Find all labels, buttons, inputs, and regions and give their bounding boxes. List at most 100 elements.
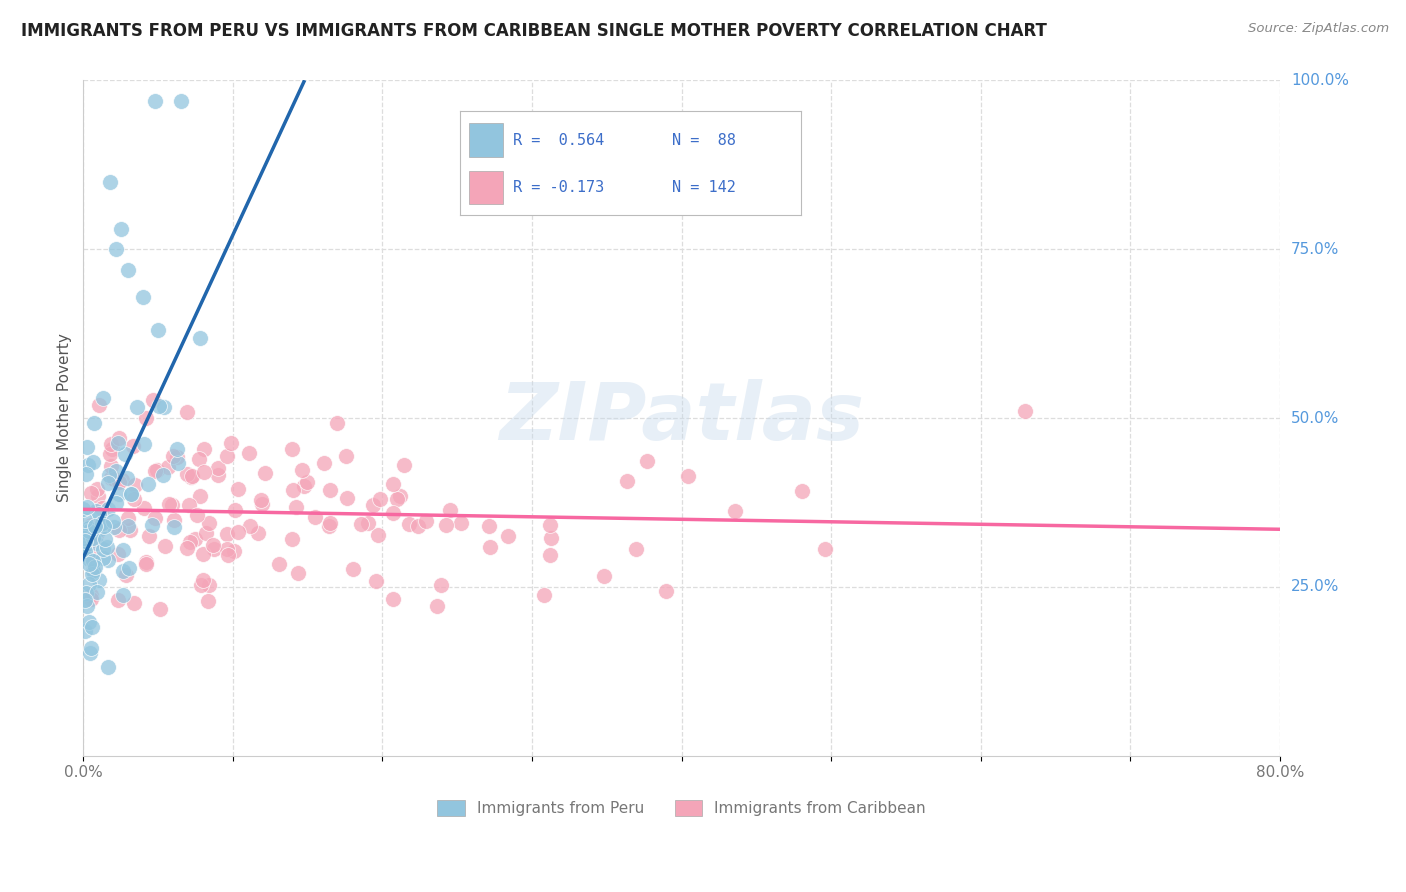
Point — [82, 553, 104, 567]
Point — [304, 510, 326, 524]
Point — [335, 491, 357, 505]
Point — [368, 491, 391, 506]
Point — [80, 549, 103, 563]
Point — [162, 449, 184, 463]
Point — [143, 464, 166, 478]
Point — [75, 533, 97, 548]
Point — [163, 520, 186, 534]
Point — [77, 615, 100, 629]
Point — [107, 547, 129, 561]
Point — [143, 94, 166, 108]
Point — [84, 504, 107, 518]
Point — [120, 487, 142, 501]
Point — [450, 516, 472, 530]
Point — [198, 516, 221, 530]
Point — [318, 519, 340, 533]
Point — [180, 469, 202, 483]
Point — [217, 548, 239, 562]
Point — [82, 563, 104, 577]
Point — [152, 468, 174, 483]
Point — [77, 557, 100, 571]
Point — [93, 533, 115, 547]
Point — [295, 475, 318, 489]
Point — [76, 599, 98, 613]
Point — [110, 222, 132, 236]
Point — [91, 500, 114, 515]
Point — [115, 471, 138, 485]
Point — [142, 393, 165, 408]
Point — [118, 561, 141, 575]
Point — [75, 467, 97, 482]
Text: ZIPatlas: ZIPatlas — [499, 379, 865, 457]
Point — [367, 528, 389, 542]
Point — [145, 463, 167, 477]
Point — [105, 464, 128, 478]
Point — [153, 401, 176, 415]
Point — [105, 496, 128, 510]
Point — [73, 541, 96, 555]
Point — [406, 518, 429, 533]
Point — [111, 473, 134, 487]
Point — [82, 620, 104, 634]
Point — [87, 573, 110, 587]
Point — [626, 541, 648, 556]
Point — [124, 477, 146, 491]
Point — [148, 602, 170, 616]
Point — [75, 543, 97, 558]
Point — [224, 503, 246, 517]
Point — [198, 578, 221, 592]
Point — [478, 518, 501, 533]
Point — [724, 504, 747, 518]
Point — [91, 391, 114, 405]
Point — [107, 593, 129, 607]
Point — [188, 331, 211, 345]
Y-axis label: Single Mother Poverty: Single Mother Poverty — [58, 334, 72, 502]
Point — [169, 94, 191, 108]
Point — [280, 442, 302, 456]
Point — [148, 399, 170, 413]
Point — [281, 483, 304, 497]
Point — [538, 548, 561, 562]
Text: 100.0%: 100.0% — [1291, 73, 1348, 88]
Point — [157, 496, 180, 510]
Point — [217, 541, 239, 556]
Point — [246, 525, 269, 540]
Point — [86, 482, 108, 496]
Point — [228, 524, 250, 539]
Point — [350, 516, 373, 531]
Point — [89, 522, 111, 536]
Point — [112, 564, 135, 578]
Point — [77, 520, 100, 534]
Point — [538, 517, 561, 532]
Point — [382, 476, 405, 491]
Point — [292, 478, 315, 492]
Text: 75.0%: 75.0% — [1291, 242, 1339, 257]
Point — [176, 541, 198, 555]
Point — [190, 578, 212, 592]
Point — [100, 437, 122, 451]
Point — [207, 460, 229, 475]
Point — [188, 489, 211, 503]
Point — [197, 593, 219, 607]
Point — [385, 491, 408, 506]
Point — [179, 498, 201, 512]
Point — [191, 547, 214, 561]
Point — [132, 289, 155, 303]
Point — [790, 484, 813, 499]
Point — [84, 559, 107, 574]
Text: 50.0%: 50.0% — [1291, 410, 1339, 425]
Point — [132, 501, 155, 516]
Point — [166, 456, 188, 470]
Point — [75, 586, 97, 600]
Point — [73, 546, 96, 560]
Point — [77, 551, 100, 566]
Point — [676, 468, 699, 483]
Point — [76, 524, 98, 538]
Point — [76, 440, 98, 454]
Point — [73, 531, 96, 545]
Point — [97, 467, 120, 482]
Point — [160, 498, 183, 512]
Point — [97, 501, 120, 516]
Point — [217, 527, 239, 541]
Point — [281, 532, 304, 546]
